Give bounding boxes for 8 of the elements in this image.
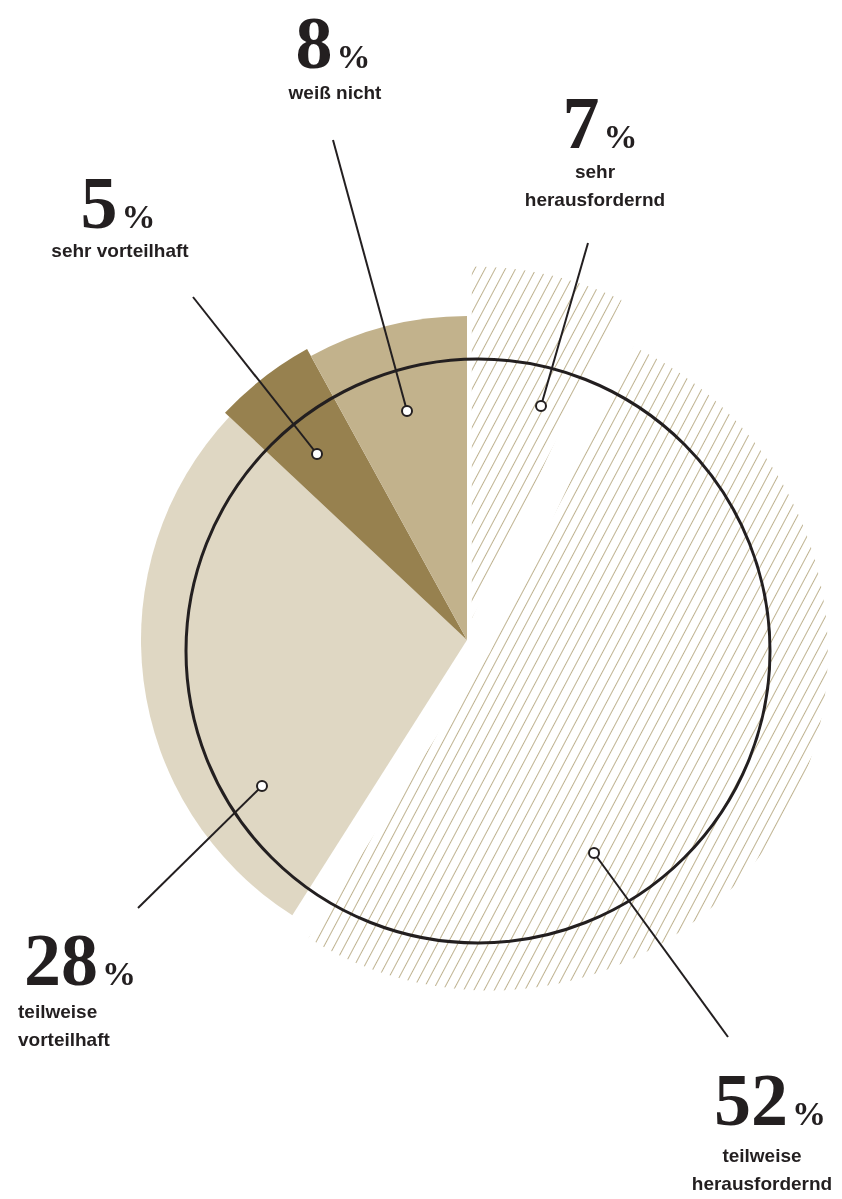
data-label: 8% — [295, 2, 371, 84]
slice-label: teilweise herausfordernd — [691, 1145, 833, 1194]
slice-label: teilweise vorteilhaft — [18, 1001, 111, 1050]
data-label: 52% — [714, 1059, 826, 1141]
data-label: 7% — [562, 82, 638, 164]
slice-label: sehr herausfordernd — [524, 161, 666, 210]
slice-label: weiß nicht — [287, 82, 383, 103]
data-label: 28% — [24, 919, 136, 1001]
